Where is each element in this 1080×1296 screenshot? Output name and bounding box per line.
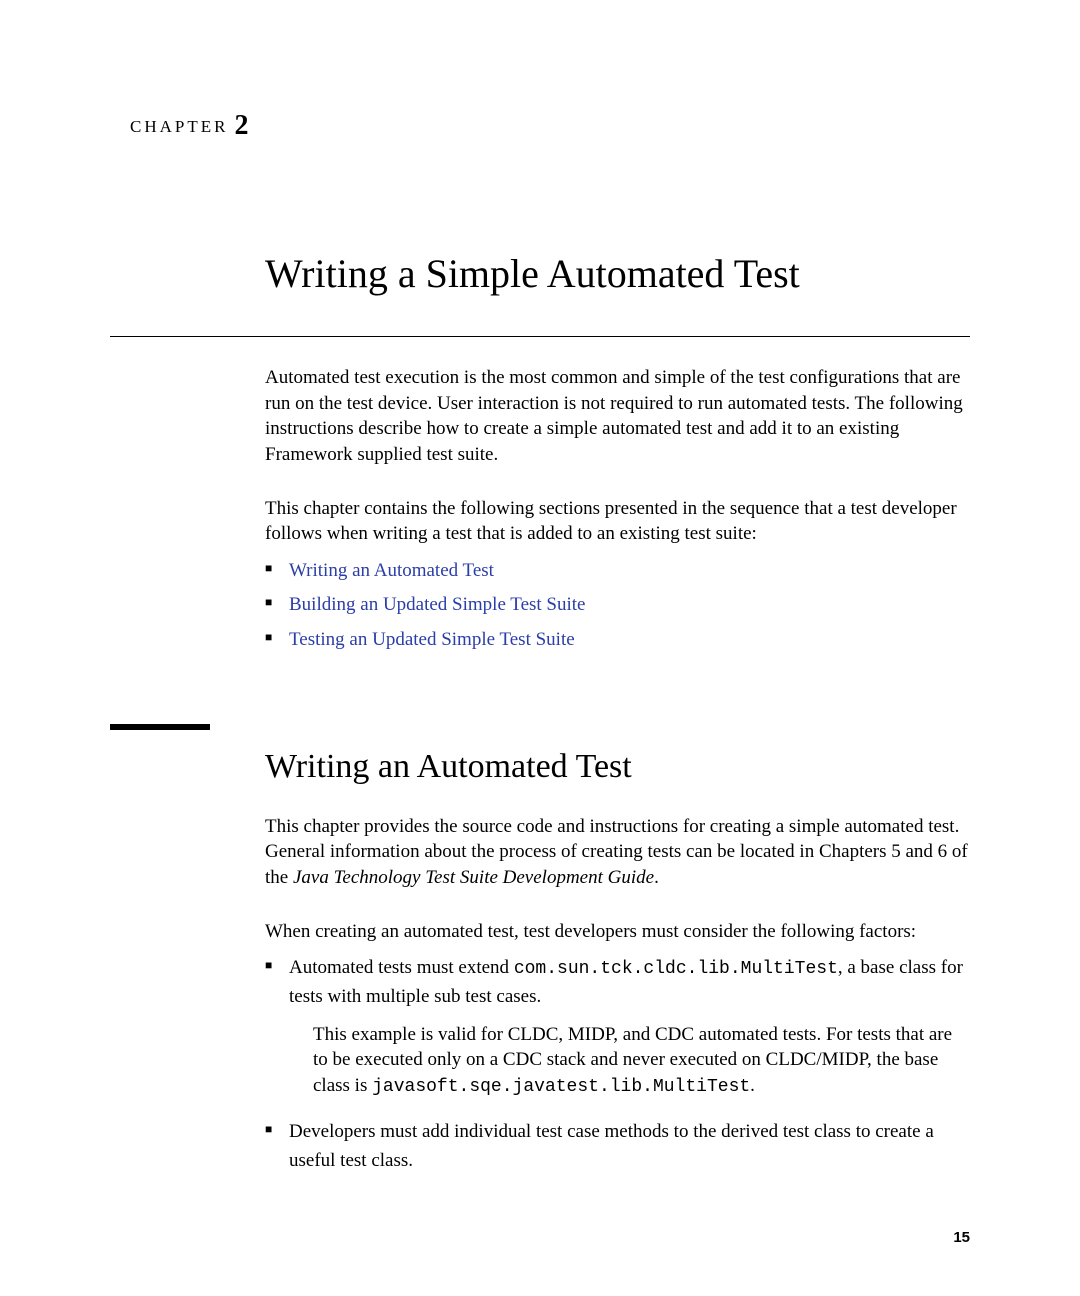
book-title: Java Technology Test Suite Development G…: [293, 867, 654, 888]
intro-paragraph-1: Automated test execution is the most com…: [265, 365, 970, 468]
section-rule: [110, 724, 210, 730]
text: Developers must add individual test case…: [289, 1121, 934, 1171]
code-text: javasoft.sqe.javatest.lib.MultiTest: [372, 1077, 750, 1097]
chapter-label: CHAPTER: [130, 117, 228, 136]
page: CHAPTER 2 Writing a Simple Automated Test…: [0, 0, 1080, 1296]
code-text: com.sun.tck.cldc.lib.MultiTest: [514, 959, 838, 979]
toc-link[interactable]: Writing an Automated Test: [289, 560, 494, 581]
toc-link[interactable]: Building an Updated Simple Test Suite: [289, 594, 586, 615]
page-number: 15: [953, 1229, 970, 1246]
content-column-body: Automated test execution is the most com…: [265, 365, 970, 1175]
section-title: Writing an Automated Test: [265, 748, 970, 785]
list-item: Developers must add individual test case…: [265, 1118, 970, 1175]
text: Automated tests must extend: [289, 957, 514, 978]
chapter-number: 2: [234, 110, 248, 141]
chapter-rule: [110, 336, 970, 337]
toc-list: Writing an Automated Test Building an Up…: [265, 557, 970, 655]
chapter-label-line: CHAPTER 2: [130, 110, 970, 142]
toc-link[interactable]: Testing an Updated Simple Test Suite: [289, 629, 575, 650]
intro-paragraph-2: This chapter contains the following sect…: [265, 496, 970, 547]
text: .: [654, 867, 659, 888]
chapter-title: Writing a Simple Automated Test: [265, 252, 970, 296]
section-paragraph-1: This chapter provides the source code an…: [265, 814, 970, 891]
content-column: Writing a Simple Automated Test: [265, 252, 970, 296]
list-item: Automated tests must extend com.sun.tck.…: [265, 954, 970, 1099]
toc-item: Testing an Updated Simple Test Suite: [265, 626, 970, 655]
list-item-subnote: This example is valid for CLDC, MIDP, an…: [313, 1022, 970, 1100]
toc-item: Building an Updated Simple Test Suite: [265, 591, 970, 620]
toc-item: Writing an Automated Test: [265, 557, 970, 586]
factors-list: Automated tests must extend com.sun.tck.…: [265, 954, 970, 1175]
section-paragraph-2: When creating an automated test, test de…: [265, 919, 970, 945]
text: .: [750, 1075, 755, 1096]
